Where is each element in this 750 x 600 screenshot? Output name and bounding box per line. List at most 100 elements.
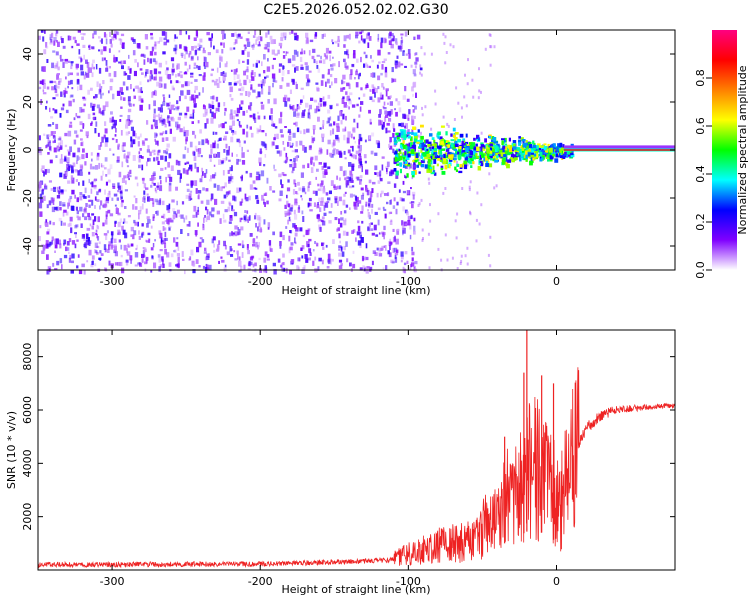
spectrogram-cell [477,96,480,100]
spectrogram-cell [79,84,83,91]
spectrogram-cell [400,63,404,66]
spectrogram-cell [374,172,377,175]
spectrogram-cell [213,249,216,253]
spectrogram-cell [96,234,98,239]
spectrogram-cell [249,233,253,237]
spectrogram-cell [171,70,174,76]
spectrogram-cell [406,98,410,102]
spectrogram-cell [306,128,310,133]
spectrogram-cell [413,115,416,119]
spectrogram-cell [310,202,312,207]
spectrogram-cell [507,159,512,163]
spectrogram-cell [166,218,169,224]
spectrogram-cell [349,207,351,210]
spectrogram-cell [263,115,266,120]
spectrogram-cell [564,151,567,155]
spectrogram-cell [481,154,485,158]
spectrogram-cell [71,169,74,174]
spectrogram-cell [110,111,113,115]
spectrogram-cell [156,210,159,216]
spectrogram-cell [340,263,343,266]
spectrogram-cell [433,159,437,164]
spectrogram-cell [464,73,466,77]
spectrogram-cell [85,72,90,78]
spectrogram-cell [240,106,243,110]
spectrogram-cell [258,216,262,223]
spectrogram-cell [125,155,128,161]
spectrogram-cell [488,33,491,37]
spectrogram-cell [87,195,91,198]
spectrogram-cell [221,186,225,189]
spectrogram-cell [229,125,233,130]
spectrogram-cell [337,200,339,206]
spectrogram-cell [337,115,340,121]
spectrogram-cell [218,55,222,61]
spectrogram-cell [295,191,298,194]
spectrogram-cell [389,220,393,225]
spectrogram-cell [378,232,381,235]
spectrogram-cell [283,160,287,163]
spectrogram-cell [291,30,294,34]
spectrogram-cell [457,101,460,105]
spectrogram-cell [385,166,389,170]
spectrogram-cell [134,59,137,63]
spectrogram-cell [442,191,445,195]
spectrogram-cell [259,148,262,155]
spectrogram-cell [343,170,347,176]
spectrogram-cell [504,143,508,146]
spectrogram-cell [334,196,338,200]
spectrogram-cell [232,195,236,201]
spectrogram-cell [149,151,152,157]
spectrogram-cell [437,156,441,161]
spectrogram-cell [44,183,47,188]
spectrogram-cell [246,59,250,65]
spectrogram-cell [45,240,49,246]
spectrogram-cell [408,222,411,226]
spectrogram-cell [118,50,121,53]
spectrogram-cell [85,203,88,207]
spectrogram-cell [387,130,391,133]
spectrogram-cell [102,80,105,85]
spectrogram-cell [302,234,305,238]
spectrogram-cell [454,143,459,147]
spectrogram-cell [570,153,575,158]
spectrogram-cell [243,44,247,47]
spectrogram-cell [147,232,151,236]
spectrogram-cell [80,58,83,62]
spectrogram-cell [114,251,118,257]
spectrogram-cell [197,190,202,194]
spectrogram-cell [367,226,370,231]
spectrogram-cell [340,246,343,250]
spectrogram-cell [270,39,274,45]
spectrogram-cell [260,101,263,104]
spectrogram-cell [318,197,322,203]
spectrogram-cell [89,67,92,73]
spectrogram-cell [141,140,145,145]
spectrogram-cell [275,145,279,149]
spectrogram-cell [472,161,475,165]
spectrogram-cell [447,146,450,149]
spectrogram-cell [222,158,226,163]
spectrogram-cell [186,81,190,87]
spectrogram-cell [57,85,60,89]
spectrogram-cell [330,258,332,265]
spectrogram-cell [163,227,167,231]
spectrogram-cell [284,213,287,217]
spectrogram-cell [85,59,88,64]
spectrogram-cell [81,141,84,147]
spectrogram-cell [480,90,482,94]
spectrogram-cell [145,71,147,77]
spectrogram-cell [385,90,388,97]
spectrogram-cell [357,145,360,149]
spectrogram-cell [186,224,190,227]
spectrogram-cell [411,129,414,133]
spectrogram-cell [407,215,411,221]
spectrogram-cell [153,108,156,114]
spectrogram-cell [358,114,361,118]
spectrogram-cell [59,113,62,118]
spectrogram-cell [328,190,332,195]
spectrogram-cell [225,191,230,196]
spectrogram-cell [71,45,74,49]
spectrogram-cell [411,262,415,267]
